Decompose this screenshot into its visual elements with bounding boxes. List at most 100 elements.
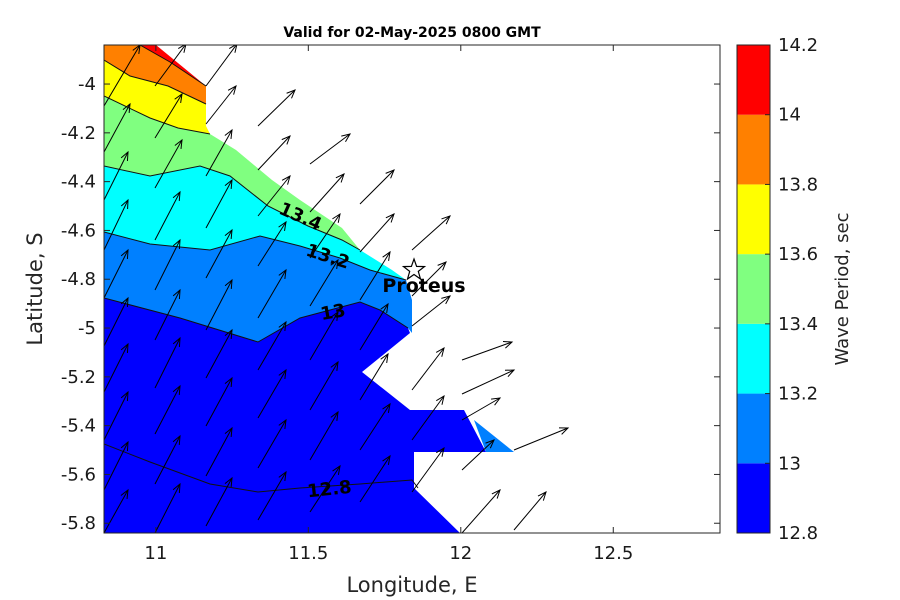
- wave-arrow-head: [332, 464, 341, 475]
- wave-arrow-head: [178, 45, 187, 53]
- chart-title: Valid for 02-May-2025 0800 GMT: [283, 25, 541, 41]
- x-axis: 11 11.5 12 12.5: [144, 45, 633, 564]
- wave-arrow-head: [281, 174, 291, 185]
- wave-arrow-head: [278, 368, 287, 379]
- wave-arrow-head: [120, 488, 129, 500]
- wave-arrow-head: [132, 45, 141, 54]
- colorbar-label: Wave Period, sec: [832, 212, 853, 365]
- wave-arrow: [411, 215, 451, 251]
- wave-arrow: [205, 229, 233, 279]
- wave-arrow-head: [227, 84, 237, 95]
- wave-arrow-head: [172, 238, 181, 250]
- wave-arrow-head: [436, 394, 445, 405]
- colorbar-swatch: [737, 393, 770, 464]
- wave-arrow: [104, 489, 129, 533]
- station-marker: Proteus: [382, 257, 466, 297]
- wave-arrow: [104, 441, 129, 491]
- band-13-13.2-east: [474, 420, 514, 452]
- wave-arrow: [461, 489, 501, 533]
- wave-arrow-head: [504, 369, 516, 377]
- wave-arrow-head: [278, 470, 287, 481]
- wave-arrow: [104, 45, 141, 107]
- station-label: Proteus: [382, 275, 465, 297]
- colorbar-swatch: [737, 463, 770, 533]
- wave-arrow: [104, 391, 129, 441]
- wave-arrow-head: [380, 302, 389, 313]
- contour-label-13: 13: [319, 300, 347, 325]
- wave-arrow-head: [278, 320, 287, 331]
- wave-arrow-head: [174, 138, 183, 149]
- wave-arrow: [513, 491, 547, 531]
- colorbar-frame: [736, 44, 771, 534]
- wave-arrow: [513, 427, 569, 451]
- wave-arrow: [154, 139, 183, 189]
- wave-arrow: [309, 311, 339, 361]
- y-tick-label: -4.8: [61, 269, 96, 290]
- wave-arrow: [309, 259, 339, 307]
- y-tick-label: -4.4: [61, 172, 96, 193]
- band-13-13.2: [104, 232, 412, 342]
- wave-arrow: [205, 377, 233, 427]
- wave-arrow: [359, 251, 391, 301]
- contour-line-14: [139, 45, 207, 87]
- wave-arrow-head: [341, 133, 352, 143]
- plot-area: 13.4 13.2 13 12.8 Proteus: [103, 44, 721, 534]
- y-tick-label: -5.2: [61, 367, 96, 388]
- x-tick-label: 11: [144, 543, 167, 564]
- wave-arrow-head: [224, 178, 233, 190]
- wave-arrow-head: [120, 440, 129, 452]
- wave-arrow: [205, 477, 233, 527]
- wave-arrow: [104, 199, 129, 251]
- wave-arrow-head: [385, 213, 395, 223]
- wave-arrow: [104, 249, 129, 299]
- colorbar-tick-label: 12.8: [778, 523, 818, 544]
- colorbar-swatch: [737, 254, 770, 324]
- wave-arrow: [359, 455, 391, 503]
- wave-arrow: [359, 213, 395, 253]
- wave-arrow-head: [380, 352, 389, 363]
- colorbar-tick-label: 14: [778, 105, 801, 126]
- wave-arrow: [309, 173, 345, 213]
- wave-arrow-head: [382, 402, 391, 413]
- wave-arrow: [205, 129, 233, 177]
- wave-arrow-head: [382, 250, 391, 261]
- colorbar-tick-label: 13.4: [778, 314, 818, 335]
- y-tick-label: -4.6: [61, 220, 96, 241]
- wave-arrow: [205, 279, 233, 331]
- y-tick-label: -5: [78, 318, 96, 339]
- wave-arrow: [309, 361, 339, 411]
- band-12.8-13: [104, 298, 486, 533]
- wave-arrow: [205, 85, 237, 125]
- wave-arrow: [104, 151, 129, 201]
- wave-arrow-head: [441, 215, 451, 225]
- wave-arrow-head: [435, 346, 445, 357]
- wave-arrow: [104, 343, 129, 393]
- y-axis-label: Latitude, S: [23, 232, 47, 345]
- y-axis: -4 -4.2 -4.4 -4.6 -4.8 -5 -5.2 -5.4 -5.6 -5.8: [61, 74, 720, 534]
- wave-arrow: [154, 435, 181, 485]
- wave-arrow-head: [491, 397, 502, 406]
- colorbar-swatch: [737, 114, 770, 185]
- wave-arrow-head: [174, 92, 183, 103]
- wave-arrow-head: [122, 102, 131, 114]
- wave-arrow: [257, 269, 287, 319]
- wave-arrow: [205, 45, 237, 87]
- wave-arrow-head: [224, 128, 233, 139]
- wave-arrow-head: [278, 268, 287, 279]
- wave-arrow: [154, 93, 183, 139]
- wave-arrow-head: [229, 45, 238, 53]
- wave-arrow: [411, 395, 445, 441]
- wave-arrow: [461, 341, 513, 361]
- wave-arrow-head: [120, 150, 129, 162]
- x-tick-label: 12.5: [593, 543, 633, 564]
- wave-arrow-head: [332, 212, 341, 223]
- x-tick-label: 11.5: [288, 543, 328, 564]
- wave-arrow-head: [278, 418, 287, 429]
- colorbar-tick-label: 13.2: [778, 384, 818, 405]
- wave-arrow: [359, 403, 391, 451]
- contour-label-12.8: 12.8: [306, 477, 352, 503]
- wave-arrow-head: [485, 439, 495, 449]
- wave-arrow-head: [224, 328, 233, 340]
- wave-arrow-head: [278, 220, 287, 231]
- wave-arrow-head: [491, 489, 501, 499]
